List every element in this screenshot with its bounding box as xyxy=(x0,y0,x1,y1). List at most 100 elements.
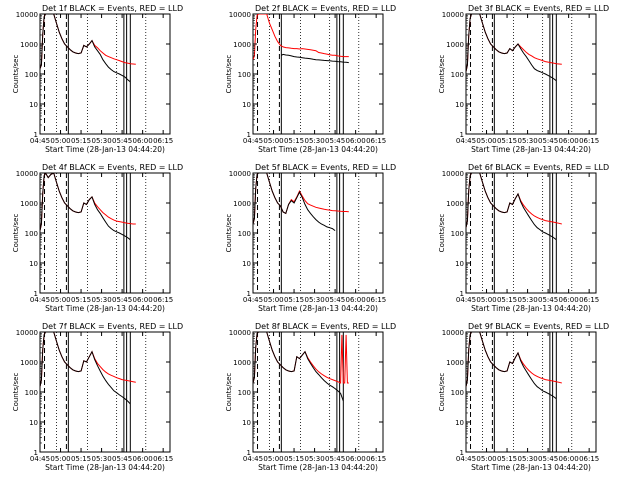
chart-panel-1: Det 1f BLACK = Events, RED = LLD 1 10 100 10… xyxy=(12,4,183,154)
y-axis-label: Counts/sec xyxy=(12,373,20,412)
series-line-lld xyxy=(253,14,349,60)
x-tick-label: 04:45 xyxy=(30,296,50,304)
y-tick-label: 1000 xyxy=(20,359,38,367)
y-tick-label: 100 xyxy=(25,71,38,79)
y-tick-label: 10 xyxy=(29,419,38,427)
y-tick-label: 100 xyxy=(451,389,464,397)
y-tick-label: 10000 xyxy=(229,11,251,19)
x-tick-label: 05:15 xyxy=(284,137,304,145)
y-tick-label: 1 xyxy=(247,449,251,457)
x-tick-label: 05:30 xyxy=(304,455,324,463)
x-tick-label: 05:30 xyxy=(517,455,537,463)
chart-panel-7: Det 7f BLACK = Events, RED = LLD 1 10 100 10… xyxy=(12,322,183,472)
x-tick-label: 05:15 xyxy=(497,137,517,145)
x-tick-label: 05:00 xyxy=(476,137,496,145)
y-axis-label: Counts/sec xyxy=(438,55,446,94)
x-tick-label: 05:30 xyxy=(517,137,537,145)
y-tick-label: 100 xyxy=(238,389,251,397)
x-axis-label: Start Time (28-Jan-13 04:44:20) xyxy=(45,145,165,154)
y-tick-label: 10000 xyxy=(229,170,251,178)
x-tick-label: 06:15 xyxy=(579,137,599,145)
x-axis-label: Start Time (28-Jan-13 04:44:20) xyxy=(258,463,378,472)
x-axis-label: Start Time (28-Jan-13 04:44:20) xyxy=(471,463,591,472)
x-tick-label: 05:30 xyxy=(304,296,324,304)
x-tick-label: 04:45 xyxy=(456,296,476,304)
x-tick-label: 05:00 xyxy=(50,296,70,304)
series-line-events xyxy=(466,14,557,82)
x-tick-label: 06:00 xyxy=(133,296,153,304)
x-tick-label: 05:15 xyxy=(71,137,91,145)
x-tick-label: 06:00 xyxy=(133,455,153,463)
x-tick-label: 05:00 xyxy=(476,296,496,304)
y-tick-label: 10000 xyxy=(229,329,251,337)
chart-panel-3: Det 3f BLACK = Events, RED = LLD 1 10 100 10… xyxy=(438,4,609,154)
chart-title: Det 3f BLACK = Events, RED = LLD xyxy=(468,4,609,13)
y-axis-label: Counts/sec xyxy=(12,55,20,94)
y-tick-label: 1000 xyxy=(20,41,38,49)
x-tick-label: 05:00 xyxy=(263,137,283,145)
x-tick-label: 06:15 xyxy=(153,296,173,304)
y-tick-label: 1 xyxy=(247,131,251,139)
y-tick-label: 10 xyxy=(242,260,251,268)
y-tick-label: 10 xyxy=(242,419,251,427)
x-tick-label: 05:15 xyxy=(497,296,517,304)
series-line-events xyxy=(466,173,557,241)
x-tick-label: 04:45 xyxy=(243,455,263,463)
y-tick-label: 1000 xyxy=(233,359,251,367)
x-tick-label: 05:45 xyxy=(325,455,345,463)
y-tick-label: 1000 xyxy=(446,200,464,208)
x-tick-label: 05:30 xyxy=(304,137,324,145)
y-tick-label: 100 xyxy=(238,230,251,238)
y-tick-label: 10000 xyxy=(442,11,464,19)
y-tick-label: 1 xyxy=(34,290,38,298)
y-tick-label: 10000 xyxy=(442,329,464,337)
x-tick-label: 04:45 xyxy=(30,137,50,145)
chart-title: Det 5f BLACK = Events, RED = LLD xyxy=(255,163,396,172)
y-tick-label: 10000 xyxy=(16,11,38,19)
x-axis-label: Start Time (28-Jan-13 04:44:20) xyxy=(471,145,591,154)
y-tick-label: 100 xyxy=(25,230,38,238)
x-tick-label: 04:45 xyxy=(30,455,50,463)
y-tick-label: 1 xyxy=(34,449,38,457)
x-tick-label: 04:45 xyxy=(243,296,263,304)
y-tick-label: 100 xyxy=(451,230,464,238)
x-tick-label: 05:15 xyxy=(71,455,91,463)
chart-title: Det 2f BLACK = Events, RED = LLD xyxy=(255,4,396,13)
x-tick-label: 06:00 xyxy=(559,296,579,304)
x-tick-label: 06:00 xyxy=(133,137,153,145)
x-tick-label: 05:15 xyxy=(497,455,517,463)
x-tick-label: 06:00 xyxy=(346,296,366,304)
chart-panel-8: Det 8f BLACK = Events, RED = LLD 1 10 100 10… xyxy=(225,322,396,472)
chart-panel-5: Det 5f BLACK = Events, RED = LLD 1 10 100 10… xyxy=(225,163,396,313)
x-tick-label: 05:15 xyxy=(284,455,304,463)
y-tick-label: 1000 xyxy=(20,200,38,208)
x-axis-label: Start Time (28-Jan-13 04:44:20) xyxy=(471,304,591,313)
x-tick-label: 06:00 xyxy=(559,455,579,463)
y-tick-label: 10000 xyxy=(442,170,464,178)
x-tick-label: 05:45 xyxy=(112,296,132,304)
y-tick-label: 1000 xyxy=(233,41,251,49)
plot-frame xyxy=(252,13,384,135)
y-tick-label: 1 xyxy=(247,290,251,298)
x-tick-label: 06:15 xyxy=(579,455,599,463)
x-tick-label: 05:00 xyxy=(476,455,496,463)
y-tick-label: 1000 xyxy=(446,41,464,49)
series-line-lld xyxy=(40,14,136,69)
y-tick-label: 10 xyxy=(29,260,38,268)
x-tick-label: 06:15 xyxy=(579,296,599,304)
x-axis-label: Start Time (28-Jan-13 04:44:20) xyxy=(45,463,165,472)
x-axis-label: Start Time (28-Jan-13 04:44:20) xyxy=(45,304,165,313)
series-line-events xyxy=(40,332,131,405)
chart-panel-2: Det 2f BLACK = Events, RED = LLD 1 10 100 10… xyxy=(225,4,396,154)
y-tick-label: 10000 xyxy=(16,170,38,178)
x-tick-label: 06:15 xyxy=(366,455,386,463)
x-tick-label: 06:15 xyxy=(366,137,386,145)
y-tick-label: 1 xyxy=(460,449,464,457)
y-axis-label: Counts/sec xyxy=(438,373,446,412)
y-tick-label: 100 xyxy=(238,71,251,79)
chart-title: Det 7f BLACK = Events, RED = LLD xyxy=(42,322,183,331)
x-tick-label: 05:00 xyxy=(263,296,283,304)
y-tick-label: 100 xyxy=(25,389,38,397)
x-tick-label: 06:15 xyxy=(153,137,173,145)
